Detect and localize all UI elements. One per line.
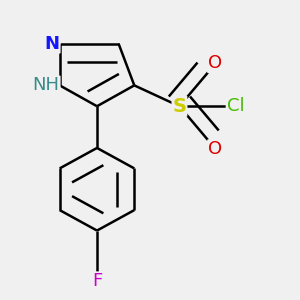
Text: F: F xyxy=(92,272,102,290)
Text: N: N xyxy=(45,35,60,53)
Text: S: S xyxy=(172,97,186,116)
Text: O: O xyxy=(208,140,222,158)
Text: NH: NH xyxy=(33,76,60,94)
Text: O: O xyxy=(208,54,222,72)
Text: Cl: Cl xyxy=(226,97,244,115)
